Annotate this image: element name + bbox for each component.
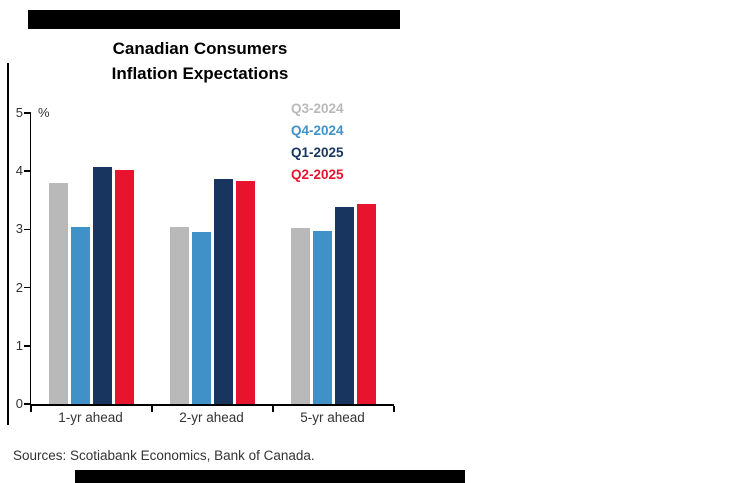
source-note: Sources: Scotiabank Economics, Bank of C… — [13, 448, 315, 463]
bar-q3-2024 — [170, 226, 189, 404]
top-black-bar — [28, 10, 400, 29]
x-axis-tick — [272, 406, 274, 412]
bar-q2-2025 — [115, 170, 134, 404]
x-axis-tick — [30, 406, 32, 412]
plot-area: 0 1 2 3 4 5 — [16, 105, 395, 412]
y-axis-unit-label: % — [38, 105, 50, 120]
bar-q3-2024 — [291, 228, 310, 404]
chart-title-line1: Canadian Consumers — [112, 39, 288, 58]
legend: Q3-2024 Q4-2024 Q1-2025 Q2-2025 — [291, 98, 344, 186]
bar-q4-2024 — [313, 231, 332, 404]
bar-q2-2025 — [236, 181, 255, 404]
bar-group-2-yr-ahead — [170, 178, 255, 404]
y-axis-tick — [24, 112, 31, 114]
bar-group-1-yr-ahead — [49, 166, 134, 404]
x-axis-labels: 1-yr ahead 2-yr ahead 5-yr ahead — [30, 410, 393, 430]
y-tick-label: 2 — [15, 279, 23, 295]
legend-item-q4-2024: Q4-2024 — [291, 123, 344, 138]
x-axis-tick — [151, 406, 153, 412]
y-tick-label: 0 — [15, 396, 23, 411]
legend-item-q1-2025: Q1-2025 — [291, 145, 344, 160]
y-axis-tick — [24, 403, 31, 405]
y-axis-tick — [24, 345, 31, 347]
bar-q3-2024 — [49, 182, 68, 404]
chart-title-line2: Inflation Expectations — [111, 64, 289, 83]
bar-group-5-yr-ahead — [291, 204, 376, 404]
bar-q1-2025 — [335, 207, 354, 404]
x-axis-tick — [393, 406, 395, 412]
y-axis-tick — [24, 286, 31, 289]
x-category-label: 5-yr ahead — [300, 410, 365, 425]
legend-item-q3-2024: Q3-2024 — [291, 101, 344, 116]
bar-q1-2025 — [214, 178, 233, 404]
bar-q4-2024 — [71, 226, 90, 404]
y-tick-label: 3 — [15, 221, 23, 237]
y-axis-tick — [24, 170, 31, 172]
bottom-black-bar — [75, 470, 465, 483]
y-tick-label: 1 — [15, 337, 23, 353]
legend-item-q2-2025: Q2-2025 — [291, 167, 344, 182]
x-category-label: 2-yr ahead — [179, 410, 244, 425]
bar-q4-2024 — [192, 232, 211, 404]
chart-title: Canadian Consumers Inflation Expectation… — [0, 36, 400, 86]
y-tick-label: 5 — [15, 105, 23, 120]
panel-left-border — [7, 63, 9, 425]
bar-q2-2025 — [357, 204, 376, 404]
y-axis-tick — [24, 228, 31, 231]
x-category-label: 1-yr ahead — [58, 410, 123, 425]
y-tick-label: 4 — [15, 163, 23, 179]
bar-q1-2025 — [93, 166, 112, 404]
